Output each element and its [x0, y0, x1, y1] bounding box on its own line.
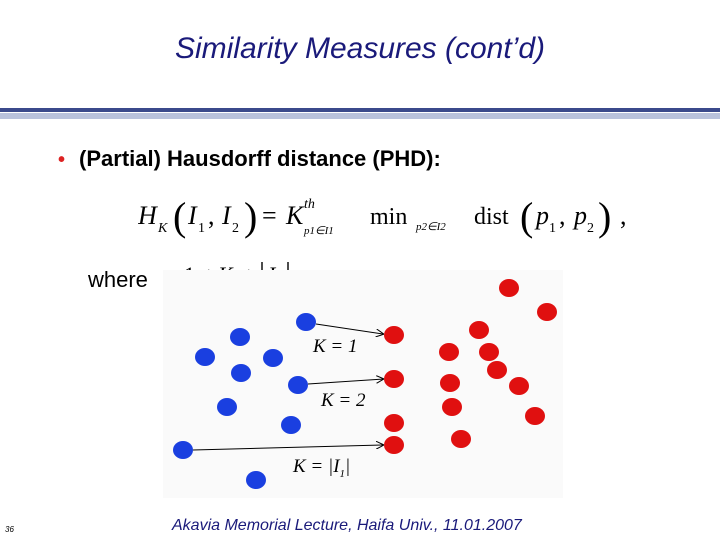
blue-point [246, 471, 266, 489]
blue-point [195, 348, 215, 366]
formula-rparen2: ) [598, 194, 611, 239]
red-point [479, 343, 499, 361]
formula-p1: p [534, 201, 549, 230]
blue-point-set [173, 313, 316, 489]
formula-comma3: , [620, 201, 627, 230]
formula-p1-sub: 1 [549, 221, 556, 236]
formula-comma2: , [559, 201, 566, 230]
arrow-k2 [307, 379, 383, 385]
red-point [499, 279, 519, 297]
where-label: where [88, 267, 148, 292]
arrow-k1 [315, 323, 383, 334]
formula-min: min [370, 204, 407, 230]
formula-p2-in-I2: p2∈I2 [415, 221, 446, 233]
label-k-i1-prefix: K = |I [292, 456, 341, 477]
bullet-marker: • [58, 149, 66, 171]
formula-rparen: ) [244, 194, 257, 239]
label-k-equals-2: K = 2 [320, 390, 366, 411]
red-point [509, 377, 529, 395]
blue-point [231, 364, 251, 382]
formula-H: H [138, 201, 158, 230]
formula-dist: dist [474, 204, 509, 230]
formula-K-sub: K [157, 221, 168, 236]
label-k-i1-suffix: | [345, 456, 350, 477]
red-point [384, 370, 404, 388]
red-point [469, 321, 489, 339]
formula-th: th [304, 197, 315, 212]
label-k-equals-i1: K = |I1| [292, 456, 350, 480]
formula-lparen: ( [173, 194, 186, 239]
red-point [439, 343, 459, 361]
blue-point [288, 376, 308, 394]
blue-point [281, 416, 301, 434]
formula-I1: I [187, 201, 198, 230]
formula-p2: p [572, 201, 587, 230]
blue-point [263, 349, 283, 367]
formula-I2-sub: 2 [232, 221, 239, 236]
red-point [451, 430, 471, 448]
title-rule-dark [0, 108, 720, 112]
slide-number: 36 [5, 525, 14, 534]
blue-point [217, 398, 237, 416]
formula-lparen2: ( [520, 194, 533, 239]
bullet-text: (Partial) Hausdorff distance (PHD): [79, 146, 441, 171]
label-k-equals-1: K = 1 [312, 336, 358, 357]
label-k-i1-sub: 1 [340, 468, 346, 480]
title-rule-light [0, 113, 720, 119]
red-point [384, 436, 404, 454]
red-point [384, 414, 404, 432]
formula-p2-sub: 2 [587, 221, 594, 236]
formula-K: K [285, 201, 305, 230]
formula-I2: I [221, 201, 232, 230]
formula-I1-sub: 1 [198, 221, 205, 236]
blue-point [230, 328, 250, 346]
slide-title: Similarity Measures (cont’d) [174, 32, 546, 65]
red-point [487, 361, 507, 379]
red-point [442, 398, 462, 416]
point-sets-figure: K = 1 K = 2 K = |I1| [163, 270, 563, 498]
formula-p1-in-I1: p1∈I1 [303, 225, 334, 237]
blue-point [173, 441, 193, 459]
hausdorff-formula: H K ( I 1 , I 2 ) = K th p1∈I1 min p2∈I2… [138, 194, 627, 239]
red-point [384, 326, 404, 344]
red-point [525, 407, 545, 425]
formula-comma1: , [208, 201, 215, 230]
red-point [537, 303, 557, 321]
figure-background [163, 270, 563, 498]
red-point-set [384, 279, 557, 454]
red-point [440, 374, 460, 392]
formula-equals: = [262, 201, 277, 230]
bullet-item: • (Partial) Hausdorff distance (PHD): [58, 146, 441, 172]
blue-point [296, 313, 316, 331]
footer-text: Akavia Memorial Lecture, Haifa Univ., 11… [172, 517, 522, 534]
arrow-k-i1 [192, 445, 383, 451]
